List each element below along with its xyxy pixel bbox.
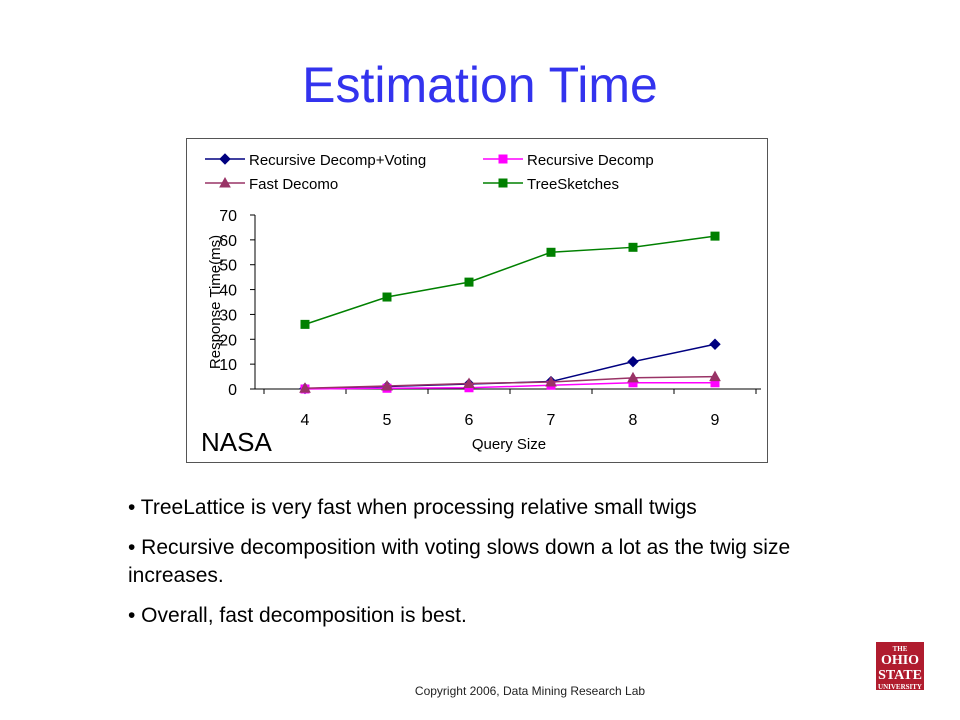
series-line <box>304 375 716 390</box>
x-tick-label: 9 <box>711 412 720 429</box>
data-point <box>628 242 638 252</box>
line-chart: 0 10 20 30 40 50 60 70 4 5 6 7 8 9 Query Size Response … <box>205 152 761 453</box>
logo-text-top: THE <box>892 645 908 653</box>
x-tick-label: 6 <box>465 412 474 429</box>
y-tick-label: 70 <box>219 208 237 225</box>
legend-label: Fast Decomo <box>249 176 338 193</box>
data-point <box>299 382 311 393</box>
legend-marker <box>219 176 231 188</box>
data-point <box>709 370 721 382</box>
y-axis-title: Response Time(ms) <box>207 235 224 369</box>
series-line <box>304 343 716 390</box>
bullet-item: • Recursive decomposition with voting sl… <box>128 536 791 587</box>
x-tick-label: 4 <box>301 412 310 429</box>
data-point <box>546 247 556 257</box>
y-tick-label: 50 <box>219 258 237 275</box>
legend-label: TreeSketches <box>527 176 619 193</box>
bullet-item: • TreeLattice is very fast when processi… <box>128 496 697 519</box>
x-tick-label: 7 <box>547 412 556 429</box>
x-tick-label: 5 <box>383 412 392 429</box>
legend-marker <box>498 178 508 188</box>
chart-panel: 0 10 20 30 40 50 60 70 4 5 6 7 8 9 Query Size Response … <box>186 138 768 463</box>
data-point <box>381 379 393 391</box>
x-axis-title: Query Size <box>472 436 546 453</box>
slide-title: Estimation Time <box>302 57 658 113</box>
y-tick-label: 40 <box>219 283 237 300</box>
data-point <box>300 319 310 329</box>
y-tick-label: 30 <box>219 307 237 324</box>
data-point <box>545 376 557 387</box>
legend-label: Recursive Decomp+Voting <box>249 152 426 169</box>
dataset-label: NASA <box>201 427 272 457</box>
data-point <box>709 338 721 350</box>
legend-label: Recursive Decomp <box>527 152 654 169</box>
legend-marker <box>498 154 508 164</box>
logo-text-bottom: UNIVERSITY <box>878 683 922 691</box>
data-point <box>627 371 639 383</box>
x-tick-label: 8 <box>629 412 638 429</box>
university-logo: THE OHIO STATE UNIVERSITY <box>876 642 924 691</box>
data-point <box>463 377 475 389</box>
series-line <box>304 235 716 326</box>
y-tick-label: 20 <box>219 332 237 349</box>
legend-marker <box>219 153 231 165</box>
y-tick-label: 60 <box>219 233 237 250</box>
y-tick-label: 0 <box>228 382 237 399</box>
logo-text-line1: OHIO <box>880 653 920 668</box>
series-line <box>304 382 715 390</box>
logo-text-line2: STATE <box>878 668 922 683</box>
data-point <box>464 277 474 287</box>
bullet-list: • TreeLattice is very fast when processi… <box>128 494 868 642</box>
data-point <box>710 231 720 241</box>
copyright-footer: Copyright 2006, Data Mining Research Lab <box>414 684 646 698</box>
y-tick-label: 10 <box>219 357 237 374</box>
bullet-item: • Overall, fast decomposition is best. <box>128 604 467 627</box>
data-point <box>627 355 639 368</box>
data-point <box>382 292 392 302</box>
